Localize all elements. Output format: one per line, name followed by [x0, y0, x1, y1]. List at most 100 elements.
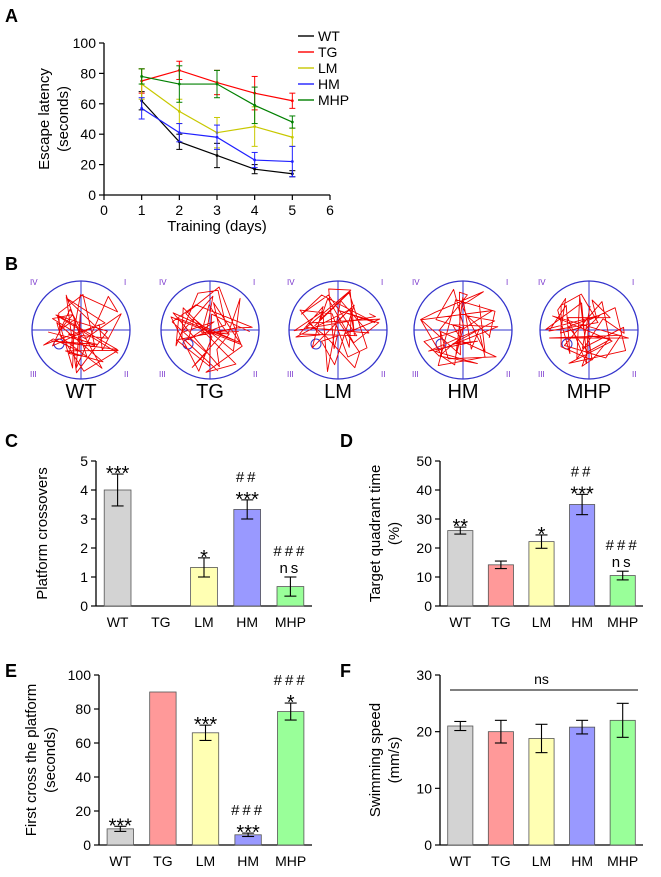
- bar-wt: [103, 489, 132, 607]
- bar-tg: [149, 691, 177, 846]
- bar-chart-y-tick-label: 0: [424, 837, 432, 853]
- group-label-lm: LM: [324, 381, 352, 403]
- bar-tg: [487, 731, 514, 846]
- x-category-label: MHP: [275, 614, 306, 630]
- chart-e-first-cross: 0 20 40 60 80 100 First cross the platform (sec…: [23, 667, 312, 869]
- bar-wt: [447, 530, 474, 607]
- chart-a-point: [253, 158, 257, 162]
- bar-chart-y-tick-label: 80: [75, 701, 91, 717]
- quadrant-label: I: [124, 278, 126, 287]
- bar-mhp: [609, 575, 636, 607]
- significance-annotation: ###: [231, 802, 265, 819]
- panel-label-b: B: [5, 254, 18, 274]
- bar-chart-y-tick-label: 30: [416, 667, 432, 683]
- chart-d-target-quadrant-time: 0 10 20 30 40 50 Target quadrant time (%) WT ** TG…: [367, 453, 643, 630]
- chart-a-point: [140, 106, 144, 110]
- quadrant-label: I: [253, 278, 255, 287]
- swim-path-lm: [293, 288, 381, 373]
- x-category-label: HM: [237, 853, 259, 869]
- bar-chart-y-tick-label: 10: [416, 780, 432, 796]
- significance-annotation: ***: [109, 815, 133, 837]
- bar-chart-y-tick-label: 60: [75, 735, 91, 751]
- chart-a-legend-label: TG: [318, 44, 337, 60]
- significance-annotation: ##: [236, 469, 259, 486]
- bar-chart-y-label: Platform crossovers: [34, 467, 51, 600]
- x-category-label: WT: [449, 853, 471, 869]
- x-category-label: LM: [532, 853, 551, 869]
- bar-chart-y-tick-label: 1: [80, 569, 88, 585]
- bar-chart-y-tick-label: 20: [75, 803, 91, 819]
- significance-annotation: ns: [612, 554, 634, 571]
- bar-chart-y-label: (seconds): [42, 727, 59, 793]
- bar-lm: [528, 541, 555, 607]
- chart-a-y-tick-label: 20: [80, 157, 96, 173]
- chart-a-y-tick-label: 0: [88, 187, 96, 203]
- quadrant-label: III: [412, 370, 419, 379]
- x-category-label: TG: [491, 614, 510, 630]
- group-label-tg: TG: [196, 381, 224, 403]
- panel-label-a: A: [5, 6, 18, 26]
- x-category-label: LM: [196, 853, 215, 869]
- bar-chart-y-tick-label: 20: [416, 724, 432, 740]
- platform-marker: [310, 338, 322, 350]
- bar-chart-y-label: (%): [386, 522, 403, 545]
- bar-chart-y-tick-label: 3: [80, 511, 88, 527]
- chart-a-x-tick-label: 3: [213, 202, 221, 218]
- panel-label-e: E: [5, 661, 17, 681]
- chart-a-point: [290, 120, 294, 124]
- group-label-mhp: MHP: [567, 381, 611, 403]
- bar-hm: [569, 726, 596, 846]
- chart-a-x-tick-label: 2: [175, 202, 183, 218]
- chart-a-point: [290, 160, 294, 163]
- bar-chart-y-tick-label: 0: [80, 598, 88, 614]
- significance-annotation: ns: [279, 560, 301, 577]
- significance-annotation: **: [453, 516, 469, 538]
- chart-a-point: [215, 82, 219, 86]
- chart-a-point: [140, 75, 144, 78]
- significance-annotation: *: [287, 692, 295, 714]
- bar-chart-y-label: (mm/s): [386, 737, 403, 784]
- swim-path-mhp: [545, 293, 629, 367]
- x-category-label: HM: [571, 614, 593, 630]
- x-category-label: TG: [151, 614, 170, 630]
- bar-mhp: [609, 719, 636, 846]
- chart-a-legend-label: WT: [318, 28, 340, 44]
- chart-a-y-tick-label: 60: [80, 96, 96, 112]
- significance-annotation: ##: [571, 463, 594, 480]
- bar-chart-y-tick-label: 0: [83, 837, 91, 853]
- panel-label-f: F: [340, 661, 351, 681]
- chart-a-x-label: Training (days): [167, 218, 266, 235]
- quadrant-label: IV: [412, 278, 420, 287]
- chart-a-x-tick-label: 1: [138, 202, 146, 218]
- quadrant-label: IV: [287, 278, 295, 287]
- group-label-wt: WT: [65, 381, 96, 403]
- chart-a-point: [253, 125, 257, 128]
- chart-a-point: [177, 110, 181, 113]
- chart-a-point: [290, 99, 294, 103]
- group-label-hm: HM: [447, 381, 478, 403]
- x-category-label: LM: [194, 614, 213, 630]
- chart-a-point: [253, 103, 257, 107]
- bar-chart-y-tick-label: 2: [80, 540, 88, 556]
- chart-a-point: [290, 135, 294, 139]
- quadrant-label: III: [538, 370, 545, 379]
- chart-a-point: [253, 167, 257, 171]
- significance-annotation: ***: [236, 822, 260, 844]
- panel-label-d: D: [340, 431, 353, 451]
- x-category-label: MHP: [607, 614, 638, 630]
- bar-chart-y-tick-label: 20: [416, 540, 432, 556]
- bar-chart-y-tick-label: 4: [80, 482, 88, 498]
- quadrant-label: III: [287, 370, 294, 379]
- x-category-label: WT: [107, 614, 129, 630]
- bar-chart-y-tick-label: 40: [416, 482, 432, 498]
- chart-a-legend-label: LM: [318, 60, 337, 76]
- x-category-label: MHP: [607, 853, 638, 869]
- bar-lm: [528, 738, 555, 846]
- quadrant-label: III: [159, 370, 166, 379]
- chart-a-point: [215, 135, 219, 139]
- x-category-label: MHP: [275, 853, 306, 869]
- chart-a-x-tick-label: 6: [326, 202, 334, 218]
- swim-path-hm: [420, 288, 499, 367]
- x-category-label: TG: [491, 853, 510, 869]
